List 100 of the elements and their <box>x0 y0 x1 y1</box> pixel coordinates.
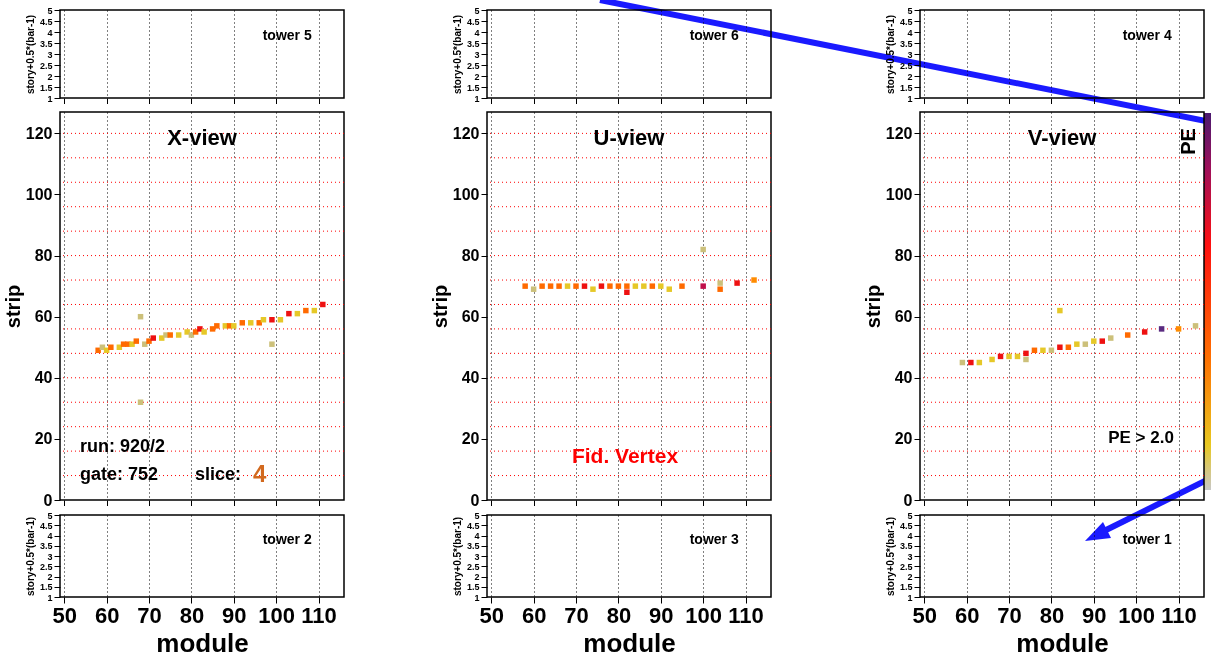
point <box>175 332 182 338</box>
x-tick-label: 90 <box>1082 602 1107 628</box>
point <box>1158 326 1165 332</box>
y-tick-label: 1.5 <box>39 582 53 593</box>
y-tick-label: 4 <box>907 531 913 541</box>
y-tick-label: 3 <box>47 49 53 60</box>
y-tick-label: 2.5 <box>899 561 913 572</box>
point <box>968 359 974 366</box>
x-tick-label: 50 <box>52 602 77 628</box>
y-tick-label: 1.5 <box>466 582 480 593</box>
y-tick-label: 5 <box>474 510 480 521</box>
point <box>679 283 685 289</box>
y-tick-label: 1.5 <box>39 82 53 93</box>
x-axis-title: module <box>156 627 249 656</box>
y-tick-label: 3.5 <box>39 38 53 49</box>
point <box>1074 341 1080 347</box>
point <box>1040 347 1046 354</box>
x-tick-label: 60 <box>954 602 980 628</box>
point <box>700 283 706 289</box>
y-axis-title: strip <box>1 284 24 329</box>
y-tick-label: 5 <box>907 5 913 16</box>
point <box>641 283 647 289</box>
y-tick-label: 4 <box>474 531 480 541</box>
y-tick-label: 3 <box>907 551 913 562</box>
point <box>108 344 114 350</box>
point <box>1099 338 1106 344</box>
x-tick-label: 90 <box>649 602 674 628</box>
y-tick-label: 5 <box>47 5 53 16</box>
point <box>1057 344 1063 350</box>
y-tick-label: 3.5 <box>899 541 913 552</box>
x-tick-label: 70 <box>564 602 589 628</box>
y-axis-title: strip <box>861 284 884 329</box>
annotation: run: 920/2 <box>80 436 166 456</box>
point <box>167 332 173 338</box>
x-tick-label: 70 <box>997 602 1022 628</box>
point <box>717 286 723 292</box>
y-tick-label: 1.5 <box>466 82 480 93</box>
y-tick-label: 120 <box>885 124 913 142</box>
x-tick-label: 90 <box>222 602 247 628</box>
y-tick-label: 3 <box>474 49 480 60</box>
point <box>95 347 101 354</box>
annotation: tower 2 <box>262 530 312 547</box>
point <box>624 289 630 295</box>
y-tick-label: 20 <box>461 430 480 448</box>
y-axis-title: story+0.5*(bar-1) <box>884 516 896 597</box>
point <box>269 317 275 323</box>
point <box>146 338 152 344</box>
point <box>209 326 216 332</box>
y-tick-label: 5 <box>907 510 913 521</box>
annotation: tower 5 <box>262 27 312 44</box>
y-tick-label: 80 <box>894 247 913 265</box>
point <box>1192 323 1199 329</box>
y-tick-label: 0 <box>470 491 480 509</box>
y-axis-title: story+0.5*(bar-1) <box>24 516 36 597</box>
y-tick-label: 1 <box>47 93 53 104</box>
point <box>1082 341 1089 347</box>
y-tick-label: 4 <box>47 531 53 541</box>
point <box>573 283 579 289</box>
x-tick-label: 80 <box>606 602 632 628</box>
y-tick-label: 3.5 <box>899 38 913 49</box>
point <box>1057 307 1063 314</box>
x-tick-label: 100 <box>685 602 723 628</box>
y-tick-label: 2.5 <box>466 561 480 572</box>
y-tick-label: 4.5 <box>39 520 53 531</box>
point <box>700 246 706 253</box>
text: U-view <box>593 125 666 150</box>
annotation: PE > 2.0 <box>1108 428 1174 447</box>
y-tick-label: 4 <box>47 27 53 38</box>
point <box>1023 356 1029 363</box>
y-tick-label: 20 <box>894 430 913 448</box>
point <box>286 310 292 317</box>
y-tick-label: 4.5 <box>899 520 913 531</box>
point <box>231 323 237 329</box>
point <box>214 323 220 329</box>
y-tick-label: 0 <box>903 491 913 509</box>
annotation: 4 <box>253 460 267 487</box>
y-tick-label: 2.5 <box>39 60 53 71</box>
point <box>624 283 630 289</box>
annotation: slice: <box>195 464 242 484</box>
y-tick-label: 120 <box>25 124 53 142</box>
y-tick-label: 1 <box>474 93 480 104</box>
point <box>615 283 622 289</box>
y-tick-label: 60 <box>461 308 480 326</box>
y-tick-label: 20 <box>34 430 53 448</box>
y-tick-label: 5 <box>474 5 480 16</box>
point <box>133 338 140 344</box>
y-tick-label: 4.5 <box>899 16 913 27</box>
y-tick-label: 2 <box>474 71 480 82</box>
point <box>530 286 537 292</box>
x-axis-title: module <box>1016 627 1109 656</box>
x-tick-label: 80 <box>179 602 205 628</box>
y-tick-label: 100 <box>25 185 53 203</box>
annotation: tower 6 <box>689 27 739 44</box>
point <box>1091 338 1097 344</box>
y-tick-label: 40 <box>894 369 913 387</box>
point <box>188 332 195 338</box>
y-axis-title: story+0.5*(bar-1) <box>24 14 36 95</box>
annotation: tower 3 <box>689 530 739 547</box>
point <box>1141 329 1148 335</box>
y-tick-label: 100 <box>452 185 480 203</box>
